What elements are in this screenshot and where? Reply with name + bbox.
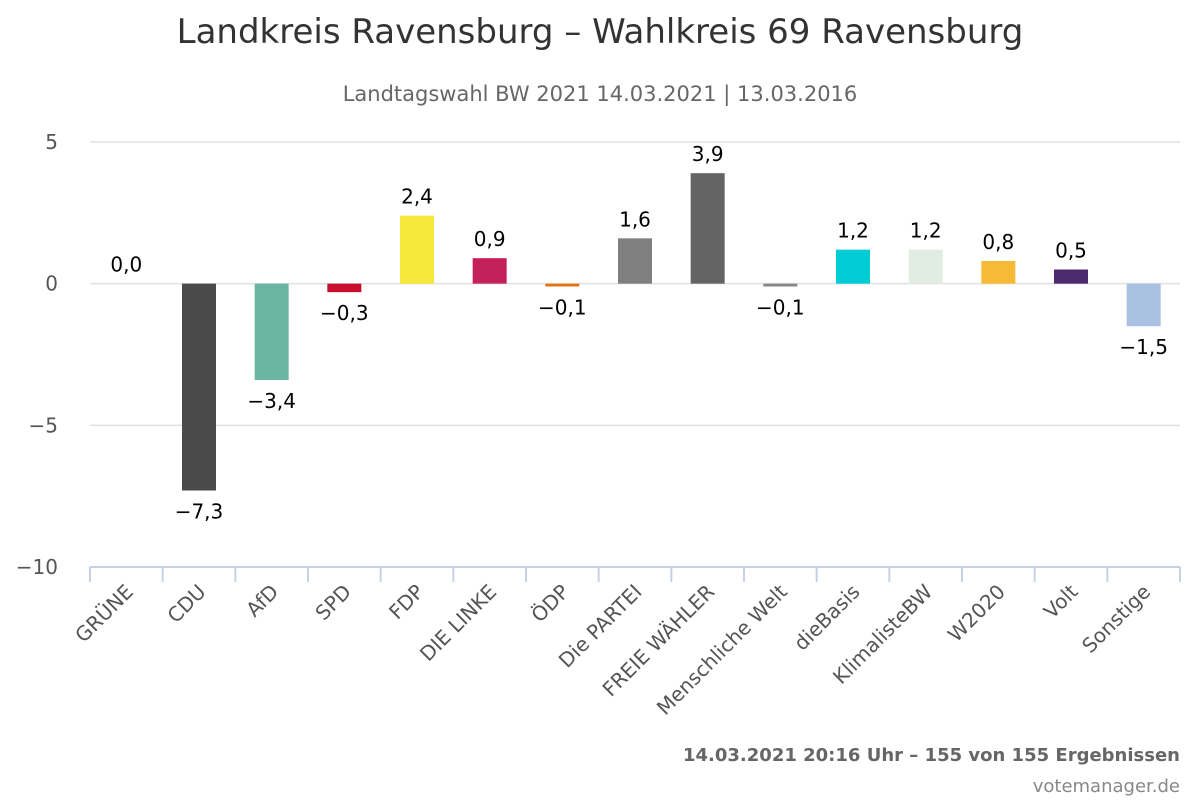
data-label: −1,5 bbox=[1119, 335, 1168, 359]
bar-2 bbox=[182, 283, 216, 491]
x-tick-label: DIE LINKE bbox=[415, 580, 501, 666]
bar-13 bbox=[981, 261, 1016, 284]
y-tick-label: −10 bbox=[16, 555, 58, 579]
data-label: 1,6 bbox=[619, 207, 651, 231]
x-tick-label: CDU bbox=[162, 580, 210, 628]
source-credit: votemanager.de bbox=[1032, 776, 1180, 797]
bar-9 bbox=[690, 173, 725, 284]
data-label: 0,9 bbox=[474, 227, 506, 251]
data-label: 0,5 bbox=[1055, 239, 1087, 263]
x-tick-label: FDP bbox=[384, 580, 429, 625]
bar-14 bbox=[1054, 269, 1088, 284]
data-label: 3,9 bbox=[692, 142, 724, 166]
y-tick-label: −5 bbox=[29, 413, 58, 437]
data-label: 0,0 bbox=[110, 253, 142, 277]
bar-12 bbox=[908, 249, 943, 284]
bar-15 bbox=[1126, 283, 1161, 327]
data-label: −3,4 bbox=[247, 389, 296, 413]
x-tick-label: Sonstige bbox=[1077, 580, 1155, 658]
bar-4 bbox=[327, 283, 362, 293]
data-label: 0,8 bbox=[982, 230, 1014, 254]
x-tick-label: AfD bbox=[241, 580, 283, 622]
x-tick-label: dieBasis bbox=[789, 580, 865, 656]
x-tick-label: Volt bbox=[1039, 579, 1083, 623]
bar-7 bbox=[545, 283, 580, 287]
x-tick-label: GRÜNE bbox=[70, 580, 138, 648]
bar-8 bbox=[618, 238, 652, 284]
bar-6 bbox=[472, 258, 507, 284]
data-label: 1,2 bbox=[910, 219, 942, 243]
x-tick-label: ÖDP bbox=[526, 580, 574, 628]
results-timestamp: 14.03.2021 20:16 Uhr – 155 von 155 Ergeb… bbox=[683, 745, 1180, 766]
data-label: 1,2 bbox=[837, 219, 869, 243]
data-label: −0,1 bbox=[538, 296, 587, 320]
x-tick-label: SPD bbox=[311, 580, 356, 625]
chart-subtitle: Landtagswahl BW 2021 14.03.2021 | 13.03.… bbox=[342, 82, 858, 106]
x-tick-label: W2020 bbox=[943, 580, 1010, 647]
bar-3 bbox=[254, 283, 289, 380]
bar-5 bbox=[400, 215, 434, 284]
data-label: 2,4 bbox=[401, 185, 433, 209]
y-tick-label: 0 bbox=[45, 272, 58, 296]
data-label: −7,3 bbox=[175, 500, 224, 524]
bar-11 bbox=[836, 249, 870, 284]
x-tick-label: Menschliche Welt bbox=[652, 579, 792, 719]
data-label: −0,1 bbox=[756, 296, 805, 320]
chart-title: Landkreis Ravensburg – Wahlkreis 69 Rave… bbox=[176, 12, 1024, 52]
bar-10 bbox=[763, 283, 798, 287]
data-label: −0,3 bbox=[320, 301, 369, 325]
y-tick-label: 5 bbox=[45, 130, 58, 154]
